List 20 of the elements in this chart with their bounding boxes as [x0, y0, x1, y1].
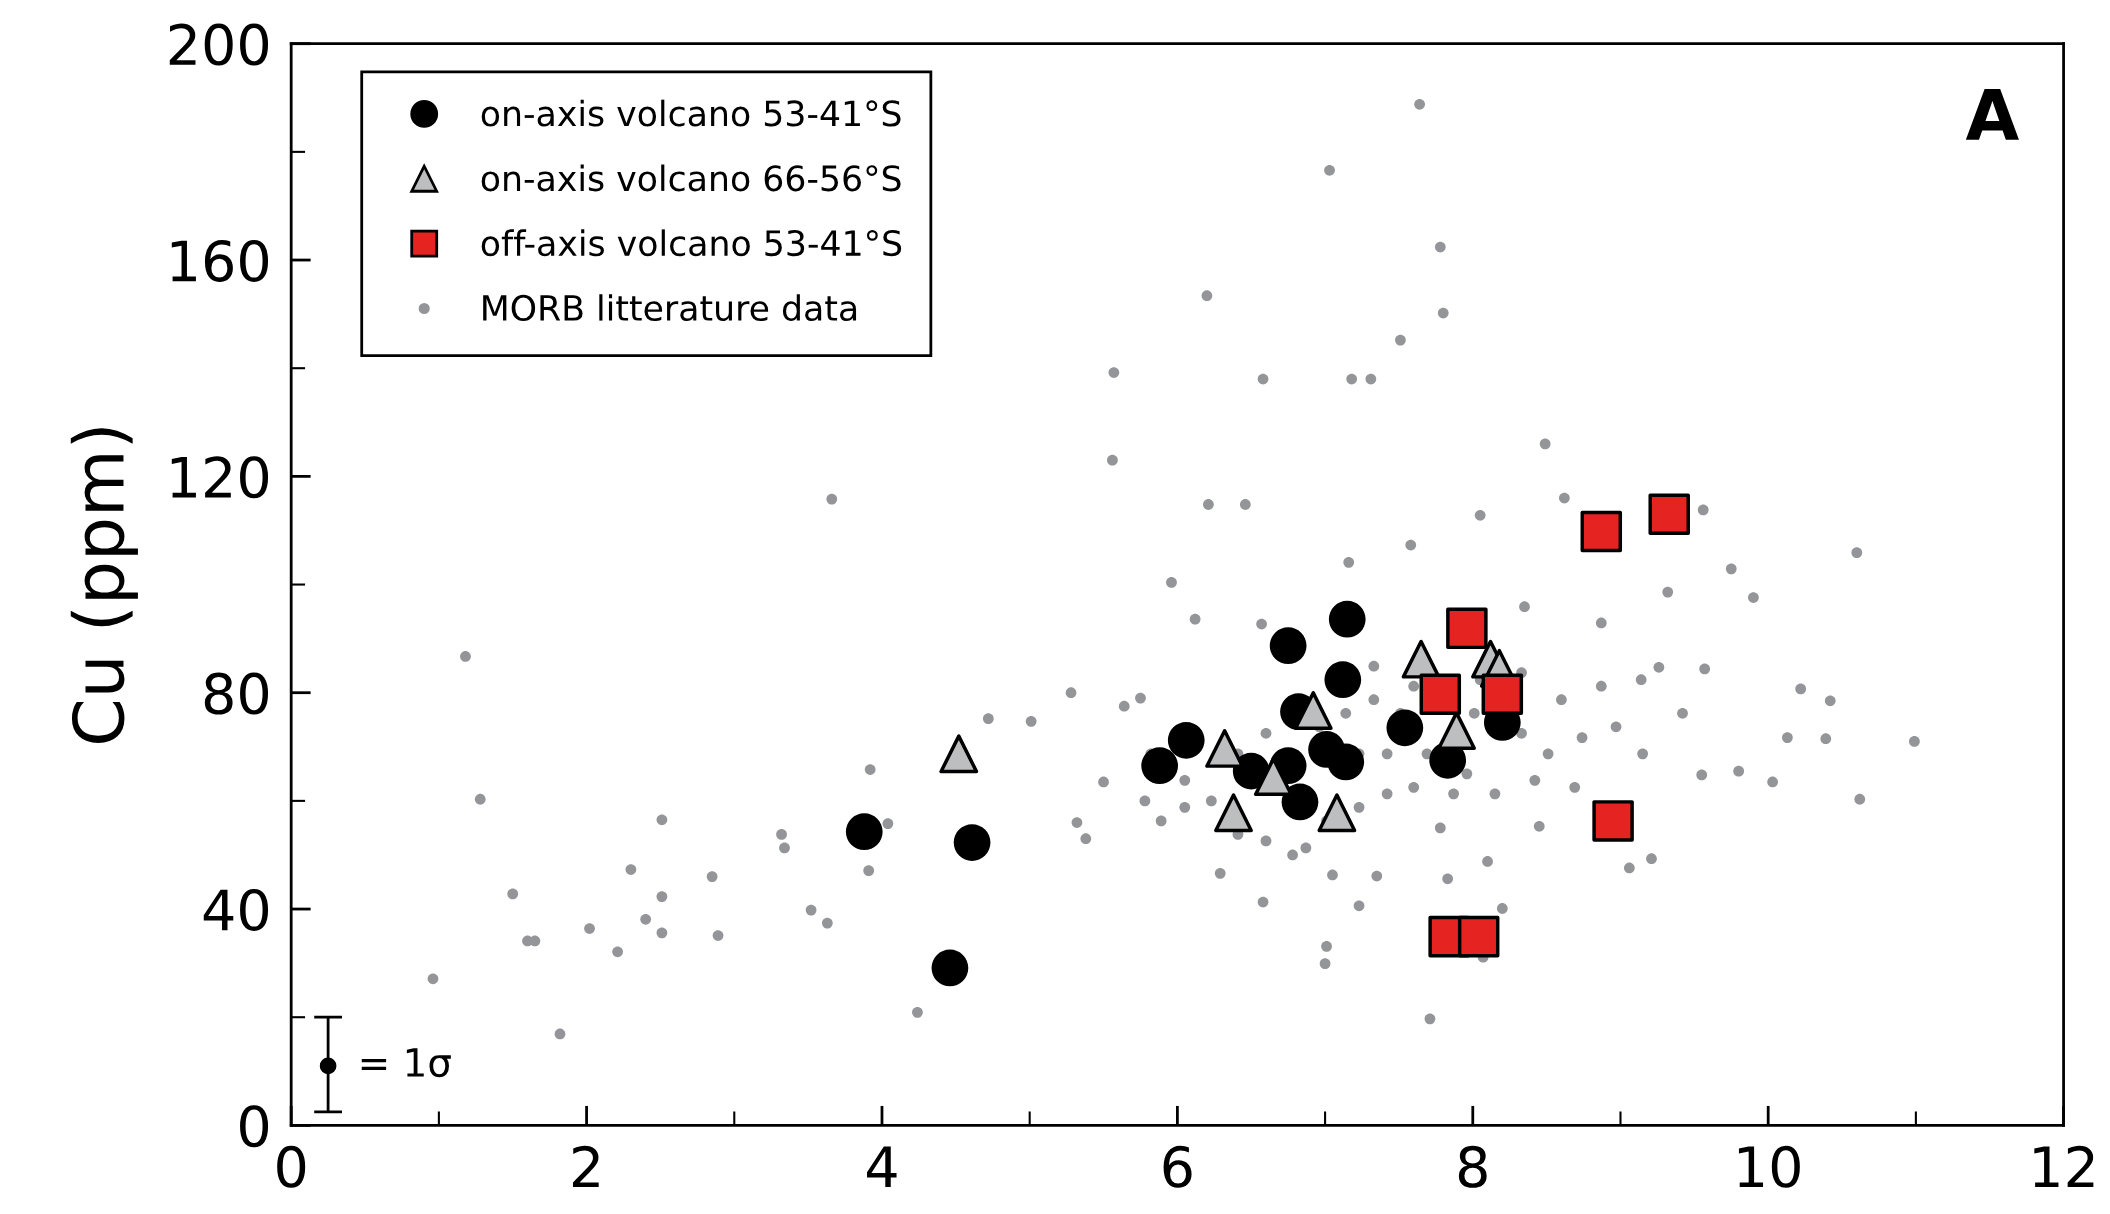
y-tick-label: 160: [171, 239, 269, 282]
x-tick-label: 0: [277, 1145, 306, 1188]
x-tick-label: 6: [1163, 1145, 1192, 1188]
x-tick-label: 8: [1458, 1145, 1487, 1188]
legend-label: off-axis volcano 53-41°S: [481, 229, 902, 257]
x-tick-label: 10: [1738, 1145, 1800, 1188]
y-tick-label: 40: [203, 888, 269, 931]
legend-label: on-axis volcano 66-56°S: [481, 164, 901, 192]
y-axis-title: Cu (ppm): [70, 428, 138, 743]
x-tick-label: 12: [2034, 1145, 2094, 1188]
legend-label: on-axis volcano 53-41°S: [481, 99, 901, 127]
y-tick-label: 200: [169, 23, 269, 66]
annotation: A: [1965, 89, 2019, 140]
y-tick-label: 80: [204, 672, 269, 715]
legend-label: MORB litterature data: [483, 294, 857, 322]
x-tick-label: 4: [867, 1146, 897, 1188]
y-tick-label: 0: [240, 1105, 269, 1148]
annotation: = 1σ: [361, 1048, 451, 1078]
y-tick-label: 120: [171, 456, 269, 499]
x-tick-label: 2: [572, 1145, 599, 1188]
